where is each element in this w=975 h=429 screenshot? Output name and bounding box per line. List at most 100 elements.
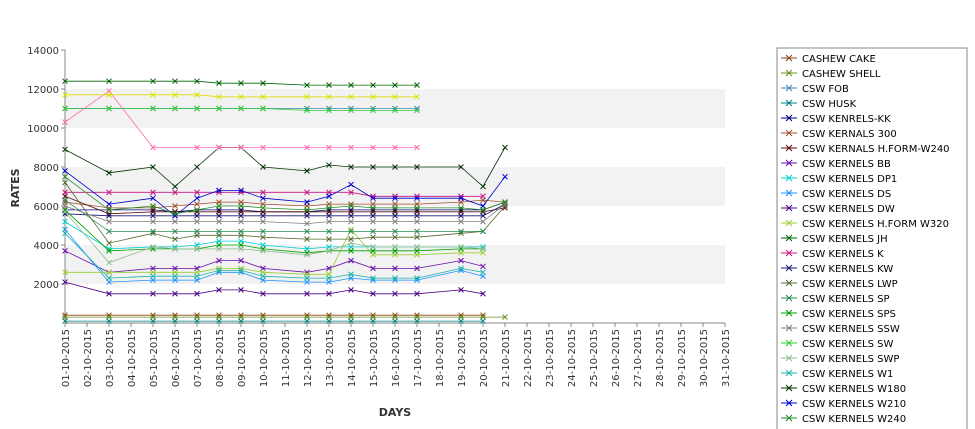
data-point (414, 82, 420, 88)
data-point (458, 257, 464, 264)
data-point (238, 203, 244, 209)
data-point (216, 93, 222, 100)
data-point (392, 205, 398, 211)
series-line (64, 233, 484, 279)
series-line (65, 108, 417, 111)
data-point (62, 91, 68, 98)
x-tick-label: 05-10-2015 (149, 329, 160, 387)
data-point (348, 201, 354, 207)
data-point (348, 181, 354, 188)
grid-band (65, 167, 725, 206)
data-point (238, 246, 244, 252)
legend-marker (785, 189, 793, 197)
x-tick-label: 29-10-2015 (677, 329, 688, 387)
series-9 (62, 226, 486, 285)
data-point (480, 218, 486, 225)
y-tick-label: 8000 (34, 163, 59, 174)
data-point (150, 212, 156, 219)
series-lines (62, 78, 508, 324)
data-point (480, 207, 486, 213)
data-point (238, 286, 244, 293)
data-point (260, 164, 266, 170)
series-line (64, 250, 484, 273)
data-point (370, 318, 376, 324)
data-point (150, 164, 156, 170)
x-tick-label: 31-10-2015 (721, 329, 732, 387)
data-point (172, 105, 178, 112)
legend-entry: CASHEW CAKE (802, 54, 876, 65)
data-point (172, 189, 178, 196)
legend-marker (785, 264, 793, 272)
data-point (238, 228, 244, 235)
series-19 (62, 105, 420, 114)
legend-entry: CSW KERNELS JH (802, 234, 888, 245)
x-tick-label: 16-10-2015 (391, 329, 402, 387)
data-point (392, 93, 398, 100)
data-point (326, 193, 332, 200)
data-point (260, 290, 266, 297)
y-tick-label: 12000 (27, 85, 59, 96)
legend-entry: CSW KERNELS SSW (802, 324, 900, 335)
data-point (392, 82, 398, 88)
data-point (348, 240, 354, 246)
data-point (370, 218, 376, 225)
data-point (480, 246, 486, 252)
data-point (392, 265, 398, 272)
data-point (194, 164, 200, 170)
data-point (150, 189, 156, 196)
legend-marker (785, 369, 793, 377)
legend-marker (785, 234, 793, 242)
data-point (150, 290, 156, 297)
data-point (392, 275, 398, 282)
data-point (414, 218, 420, 225)
data-point (458, 244, 464, 250)
data-point (172, 91, 178, 98)
data-point (216, 246, 222, 252)
data-point (370, 212, 376, 219)
data-point (458, 265, 464, 272)
data-point (304, 290, 310, 297)
data-point (502, 199, 508, 205)
data-point (172, 246, 178, 252)
series-line (65, 228, 483, 275)
data-point (260, 247, 266, 254)
data-point (348, 107, 354, 114)
data-point (150, 228, 156, 235)
data-point (106, 275, 112, 282)
data-point (260, 195, 266, 202)
data-point (150, 203, 156, 209)
series-18 (62, 201, 508, 227)
data-point (414, 275, 420, 282)
data-point (216, 212, 222, 219)
data-point (238, 105, 244, 112)
data-point (458, 228, 464, 235)
data-point (304, 220, 310, 227)
data-point (106, 212, 112, 219)
x-tick-label: 19-10-2015 (457, 329, 468, 387)
data-point (62, 197, 68, 204)
series-24 (62, 173, 508, 217)
data-point (392, 195, 398, 202)
data-point (106, 201, 112, 207)
data-point (392, 144, 398, 151)
data-point (62, 78, 68, 85)
x-tick-label: 06-10-2015 (171, 329, 182, 387)
data-point (106, 91, 112, 98)
data-point (238, 257, 244, 264)
data-point (106, 78, 112, 85)
data-point (414, 265, 420, 272)
legend-entry: CSW KERNELS W210 (802, 399, 906, 410)
x-tick-label: 14-10-2015 (347, 329, 358, 387)
data-point (480, 290, 486, 297)
data-point (172, 273, 178, 280)
data-point (238, 80, 244, 87)
data-point (370, 93, 376, 100)
legend-entry: CSW FOB (802, 84, 849, 95)
data-point (458, 205, 464, 211)
series-12 (62, 78, 420, 88)
data-point (370, 195, 376, 202)
data-point (106, 318, 112, 324)
series-line (65, 191, 483, 197)
series-13 (62, 189, 486, 200)
data-point (348, 144, 354, 151)
